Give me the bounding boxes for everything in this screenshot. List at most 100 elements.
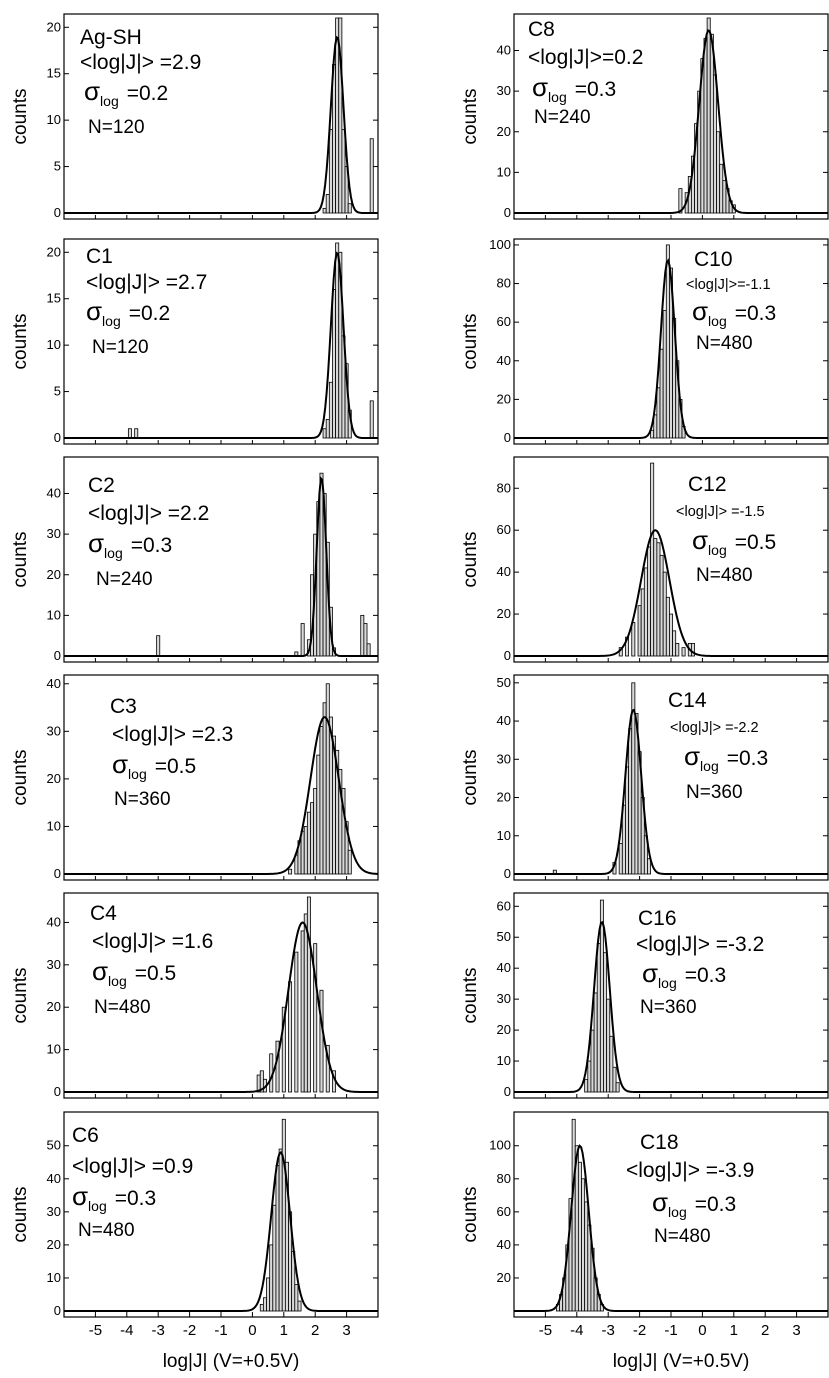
sample-count: N=480: [696, 333, 753, 354]
panel-c12: 0 20 40 60 80 counts C12 <log|J|> =-1.5 σlog =0.5…: [460, 456, 829, 663]
sigma-symbol: σ: [684, 741, 700, 771]
y-tick-label: 30: [47, 526, 61, 541]
histogram-bar: [596, 943, 601, 1093]
histogram-bar: [590, 1029, 595, 1093]
sigma-subscript: log: [700, 758, 719, 774]
sigma-log: σlog =0.5: [112, 749, 196, 782]
y-tick-label: 40: [47, 1171, 61, 1186]
histogram-bar: [656, 387, 661, 439]
mean-log-j: <log|J|> =2.9: [80, 51, 201, 74]
histogram-bar: [612, 1066, 617, 1093]
y-tick-label: 60: [497, 1204, 511, 1219]
sigma-log: σlog =0.3: [652, 1187, 736, 1220]
x-tick-label: 3: [342, 1322, 350, 1339]
y-tick-label: 60: [497, 522, 511, 537]
panel-c14: 0 10 20 30 40 50 counts C14 <log|J|> =-2.2 σlog =0…: [460, 674, 829, 881]
histogram-bar: [300, 623, 305, 657]
y-tick-label: 40: [497, 1237, 511, 1252]
sample-name: C14: [668, 689, 707, 712]
histogram-bar: [322, 702, 327, 875]
sigma-log: σlog =0.3: [532, 72, 616, 105]
sigma-subscript: log: [88, 1198, 107, 1214]
sigma-symbol: σ: [692, 296, 708, 326]
histogram-bar: [269, 1244, 274, 1312]
histogram-bar: [647, 546, 651, 657]
y-axis-label: counts: [460, 968, 481, 1024]
y-tick-label: 30: [497, 991, 511, 1006]
histogram-bar: [313, 787, 318, 875]
histogram-bar: [344, 821, 349, 875]
histogram-bar: [319, 472, 324, 657]
sigma-value: =0.5: [155, 755, 196, 778]
y-tick-label: 20: [47, 999, 61, 1014]
sample-name: C6: [72, 1124, 99, 1147]
y-tick-label: 10: [47, 1270, 61, 1285]
sigma-symbol: σ: [92, 956, 108, 986]
histogram-bar: [584, 1201, 589, 1312]
panel-c8: 0 10 20 30 40 counts C8 <log|J|>=0.2 σlog =0.3 N=2…: [460, 13, 829, 220]
sample-name: C10: [694, 248, 733, 271]
mean-log-j: <log|J|> =-3.9: [626, 1159, 754, 1182]
y-tick-label: 10: [47, 337, 61, 352]
x-tick-label: -4: [120, 1322, 133, 1339]
y-tick-label: 15: [47, 66, 61, 81]
sample-name: C1: [86, 245, 113, 268]
y-tick-label: 5: [54, 384, 61, 399]
histogram-bar: [706, 17, 711, 214]
histogram-bar: [643, 567, 648, 657]
sigma-value: =0.3: [727, 747, 768, 770]
sigma-value: =0.3: [575, 78, 616, 101]
y-tick-label: 5: [54, 159, 61, 174]
histogram-bar: [637, 605, 642, 657]
histogram-bar: [603, 952, 608, 1093]
gaussian-fit-curve: [514, 708, 828, 875]
histogram-bar: [325, 683, 330, 875]
gaussian-fit-curve: [64, 251, 378, 439]
histogram-bar: [719, 163, 724, 214]
sample-count: N=480: [94, 997, 151, 1018]
x-tick-label: 1: [730, 1322, 738, 1339]
sample-count: N=120: [92, 337, 149, 358]
y-axis-label: counts: [10, 968, 31, 1024]
sigma-subscript: log: [104, 545, 123, 561]
histogram-bar: [335, 17, 340, 214]
y-tick-label: 40: [47, 914, 61, 929]
sigma-symbol: σ: [532, 72, 548, 102]
sample-name: C8: [528, 18, 555, 41]
x-tick-label: -5: [539, 1322, 552, 1339]
gaussian-fit-curve: [514, 29, 828, 214]
histogram-bar: [599, 899, 604, 1093]
histogram-bar: [288, 868, 293, 875]
histogram-bar: [313, 943, 318, 1093]
mean-log-j: <log|J|> =2.3: [112, 723, 233, 746]
x-tick-label: -2: [183, 1322, 196, 1339]
histogram-bar: [347, 849, 352, 875]
x-tick-label: -1: [664, 1322, 677, 1339]
histogram-bar: [722, 180, 727, 214]
histogram-bar: [306, 811, 311, 875]
y-tick-label: 40: [47, 486, 61, 501]
sigma-symbol: σ: [112, 749, 128, 779]
x-tick-label: -3: [152, 1322, 165, 1339]
sample-count: N=480: [654, 1226, 711, 1247]
y-tick-label: 80: [497, 276, 511, 291]
sigma-symbol: σ: [84, 76, 100, 106]
histogram-bar: [672, 630, 677, 657]
sigma-log: σlog =0.3: [642, 958, 726, 991]
y-axis-label: counts: [460, 89, 481, 145]
sigma-subscript: log: [668, 1204, 687, 1220]
y-tick-label: 0: [54, 1303, 61, 1318]
histogram-bar: [310, 802, 315, 875]
histogram-bar: [325, 419, 330, 439]
histogram-bar: [272, 1204, 277, 1312]
histogram-bar: [712, 74, 717, 214]
mean-log-j: <log|J|>=-1.1: [686, 277, 771, 293]
y-tick-label: 40: [497, 353, 511, 368]
histogram-bar: [669, 613, 673, 657]
histogram-bar: [675, 643, 680, 657]
sigma-symbol: σ: [86, 296, 102, 326]
y-tick-label: 60: [497, 898, 511, 913]
histogram-bar: [275, 1165, 280, 1312]
sample-count: N=480: [78, 1220, 135, 1241]
